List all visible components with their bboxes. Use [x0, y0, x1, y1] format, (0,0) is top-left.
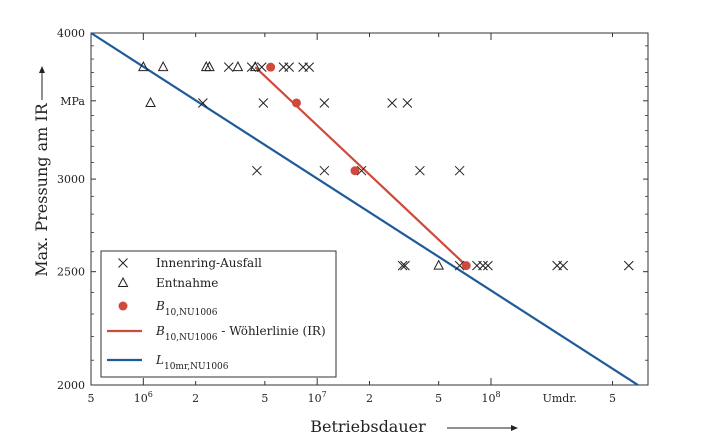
legend: Innenring-Ausfall Entnahme B10,NU1006 B10,N…: [100, 250, 337, 378]
axis-titles: Betriebsdauer Max. Pressung am IR: [32, 66, 518, 436]
failure-point: [304, 62, 315, 72]
x-tick-label: 108: [481, 390, 500, 405]
axis-ticks: 5 106 2 5 107 2 5 108 5 Umdr. 2000 2500 3000 MPa 4000: [57, 27, 648, 405]
x-tick-label: 5: [609, 392, 616, 405]
removal-point: [138, 61, 149, 72]
x-stroke: [284, 62, 295, 72]
y-axis-title: Max. Pressung am IR: [32, 102, 51, 276]
removal-point: [145, 96, 156, 107]
y-tick-label: 2000: [57, 379, 85, 392]
l10-line: [90, 32, 639, 386]
x-stroke: [258, 98, 269, 108]
legend-label: Innenring-Ausfall: [156, 256, 262, 270]
x-tick-label: 2: [366, 392, 373, 405]
x-stroke: [454, 260, 465, 271]
y-tick-label: 2500: [57, 266, 85, 279]
failure-point: [478, 260, 488, 271]
x-stroke: [319, 165, 330, 176]
failure-point: [623, 260, 634, 271]
x-tick-label: 5: [88, 392, 95, 405]
failure-point: [483, 260, 493, 271]
failure-point: [400, 260, 410, 271]
failure-point: [284, 62, 295, 72]
legend-triangle-icon: [117, 276, 129, 287]
b10-point: [461, 261, 471, 271]
x-tick-label: 106: [134, 390, 153, 405]
x-stroke: [478, 260, 488, 271]
x-stroke: [454, 165, 465, 176]
legend-label: B10,NU1006 - Wöhlerlinie (IR): [155, 324, 326, 343]
failure-point: [319, 98, 330, 108]
x-axis-arrowhead: [511, 425, 518, 431]
x-stroke: [483, 260, 493, 271]
x-stroke: [356, 165, 367, 176]
removal-point: [249, 61, 261, 72]
x-stroke: [558, 260, 568, 271]
x-stroke: [319, 98, 330, 108]
x-stroke: [400, 260, 410, 271]
b10-point: [266, 62, 276, 72]
removal-point: [433, 259, 445, 270]
failure-point: [258, 98, 269, 108]
x-stroke: [118, 258, 128, 268]
legend-label: L10mr,NU1006: [155, 353, 229, 372]
x-stroke: [415, 165, 425, 176]
failure-point: [402, 98, 413, 108]
x-stroke: [304, 62, 315, 72]
x-stroke: [223, 62, 234, 72]
x-stroke: [387, 98, 398, 108]
x-stroke: [402, 98, 413, 108]
legend-label: B10,NU1006: [155, 299, 218, 318]
x-stroke: [252, 165, 262, 176]
failure-point: [223, 62, 234, 72]
x-tick-label: 5: [261, 392, 268, 405]
y-tick-label: 4000: [57, 27, 85, 40]
b10-point: [291, 98, 301, 108]
removal-point: [204, 61, 215, 72]
legend-x-icon: [118, 258, 128, 268]
b10-point: [350, 166, 360, 176]
failure-point: [558, 260, 568, 271]
x-tick-label: 107: [308, 390, 327, 405]
removal-point: [232, 61, 244, 72]
woehler-line: [254, 66, 467, 267]
legend-circle-icon: [118, 301, 128, 311]
removal-point: [200, 61, 212, 72]
x-stroke: [198, 98, 208, 108]
legend-box: [100, 250, 337, 378]
x-tick-label: 5: [435, 392, 442, 405]
y-tick-label: MPa: [60, 95, 85, 108]
failure-point: [454, 165, 465, 176]
failure-point: [356, 165, 367, 176]
x-unit-label: Umdr.: [543, 392, 577, 405]
y-axis-arrowhead: [39, 66, 45, 73]
legend-label: Entnahme: [156, 276, 218, 290]
x-axis-title: Betriebsdauer: [310, 417, 426, 436]
failure-point: [319, 165, 330, 176]
failure-point: [415, 165, 425, 176]
series-layer: [90, 32, 639, 386]
failure-point: [397, 260, 408, 271]
x-tick-label: 2: [192, 392, 199, 405]
y-tick-label: 3000: [57, 173, 85, 186]
failure-point: [387, 98, 398, 108]
failure-point: [454, 260, 465, 271]
failure-point: [198, 98, 208, 108]
removal-point: [157, 61, 169, 72]
x-stroke: [623, 260, 634, 271]
x-stroke: [397, 260, 408, 271]
failure-point: [252, 165, 262, 176]
